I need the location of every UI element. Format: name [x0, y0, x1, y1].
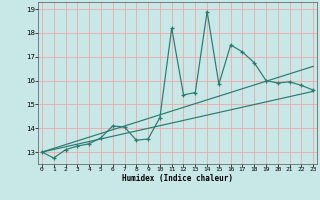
X-axis label: Humidex (Indice chaleur): Humidex (Indice chaleur)	[122, 174, 233, 183]
